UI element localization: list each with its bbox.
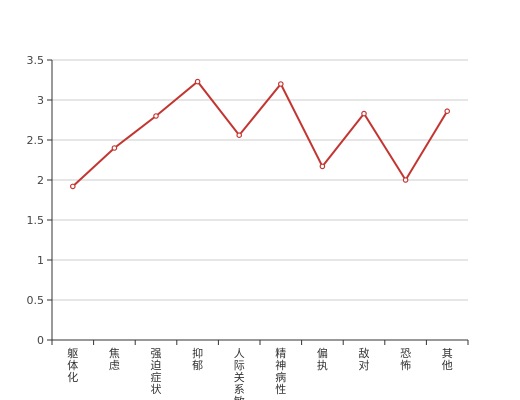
gridlines xyxy=(52,59,468,301)
y-tick-label: 3.5 xyxy=(27,54,45,67)
data-point xyxy=(194,78,201,85)
x-category-label: 敌对 xyxy=(359,346,370,372)
y-axis-tick-labels: 0 0.5 1 1.5 2 2.5 3 3.5 xyxy=(27,54,45,347)
axes xyxy=(47,59,469,345)
x-axis-category-labels: 躯体化 焦虑 强迫症状 抑郁 人际关系敏感 精神病性 偏执 敌对 恐怖 其他 xyxy=(67,346,452,400)
data-point xyxy=(277,81,284,87)
x-category-label: 焦虑 xyxy=(109,347,120,372)
x-category-label: 偏执 xyxy=(317,346,328,372)
x-category-label: 躯体化 xyxy=(67,347,78,384)
x-category-label: 抑郁 xyxy=(192,346,203,372)
data-point xyxy=(70,183,76,190)
y-tick-label: 3 xyxy=(37,94,44,107)
series-line xyxy=(72,80,449,188)
data-point xyxy=(319,163,326,170)
y-tick-label: 1 xyxy=(37,254,44,267)
x-category-label: 其他 xyxy=(442,347,453,372)
data-point xyxy=(153,113,159,119)
x-category-label: 精神病性 xyxy=(275,347,286,396)
y-tick-label: 0.5 xyxy=(27,294,45,307)
data-point xyxy=(444,108,451,115)
x-category-label: 人际关系敏感 xyxy=(234,347,245,400)
data-point xyxy=(111,145,118,151)
y-tick-label: 0 xyxy=(37,334,44,347)
y-tick-label: 2.5 xyxy=(27,134,45,147)
data-point xyxy=(361,110,367,117)
data-point xyxy=(402,177,409,183)
y-tick-label: 1.5 xyxy=(27,214,45,227)
series xyxy=(70,78,451,190)
x-category-label: 强迫症状 xyxy=(151,347,162,396)
data-point xyxy=(236,132,243,139)
x-category-label: 恐怖 xyxy=(400,347,411,372)
y-tick-label: 2 xyxy=(37,174,44,187)
